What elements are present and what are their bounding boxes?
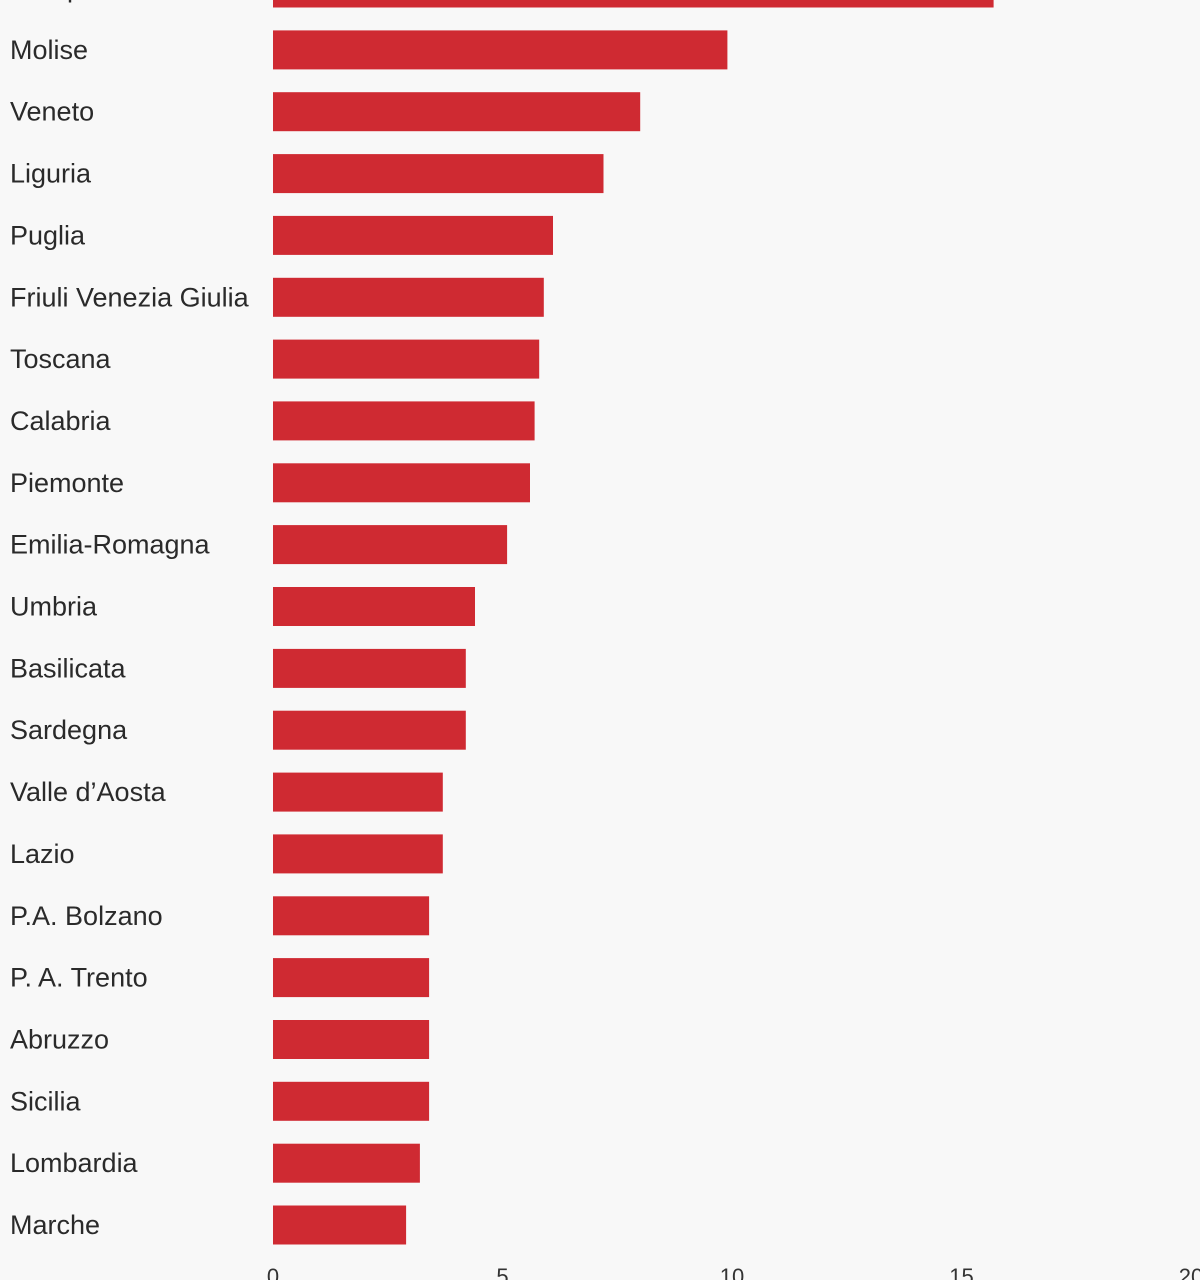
category-label-lazio: Lazio: [10, 839, 75, 869]
bar-lazio: [273, 834, 443, 874]
bar-umbria: [273, 587, 475, 626]
bar-sicilia: [273, 1081, 430, 1121]
x-tick-label-0: 0: [267, 1264, 279, 1280]
category-label-marche: Marche: [10, 1210, 100, 1240]
bar-toscana: [273, 339, 540, 379]
bar-p-a-trento: [273, 958, 430, 998]
x-tick-label-15: 15: [949, 1264, 973, 1280]
bars-layer: [273, 0, 994, 1245]
bar-basilicata: [273, 648, 466, 688]
category-label-molise: Molise: [10, 35, 88, 65]
x-axis-ticks: 0 5 10 15 20: [267, 1264, 1200, 1280]
category-label-lombardia: Lombardia: [10, 1148, 139, 1178]
category-label-liguria: Liguria: [10, 159, 92, 189]
bar-abruzzo: [273, 1020, 430, 1059]
bar-liguria: [273, 154, 604, 194]
category-labels: Campania Molise Veneto Liguria Puglia Friuli …: [10, 0, 250, 1240]
bar-piemonte: [273, 463, 530, 503]
x-tick-label-20: 20: [1179, 1264, 1200, 1280]
category-label-abruzzo: Abruzzo: [10, 1025, 109, 1055]
bar-calabria: [273, 401, 535, 441]
bar-marche: [273, 1205, 407, 1245]
category-label-veneto: Veneto: [10, 97, 94, 127]
category-label-p-a-trento: P. A. Trento: [10, 963, 148, 993]
category-label-friuli-venezia-giulia: Friuli Venezia Giulia: [10, 282, 250, 312]
category-label-sardegna: Sardegna: [10, 715, 128, 745]
category-label-toscana: Toscana: [10, 344, 112, 374]
bar-valle-d-aosta: [273, 772, 443, 812]
category-label-emilia-romagna: Emilia-Romagna: [10, 530, 211, 560]
bar-molise: [273, 30, 728, 70]
x-tick-label-10: 10: [720, 1264, 744, 1280]
category-label-valle-d-aosta: Valle d’Aosta: [10, 777, 167, 807]
category-label-calabria: Calabria: [10, 406, 112, 436]
x-tick-label-5: 5: [496, 1264, 508, 1280]
bar-veneto: [273, 92, 641, 132]
category-label-campania: Campania: [10, 0, 134, 3]
bar-campania: [273, 0, 994, 8]
bar-puglia: [273, 215, 553, 255]
bar-lombardia: [273, 1143, 420, 1183]
bar-p-a-bolzano: [273, 896, 430, 936]
bar-friuli-venezia-giulia: [273, 277, 544, 317]
bar-sardegna: [273, 710, 466, 750]
category-label-puglia: Puglia: [10, 220, 86, 250]
category-label-umbria: Umbria: [10, 592, 98, 622]
category-label-sicilia: Sicilia: [10, 1086, 82, 1116]
category-label-basilicata: Basilicata: [10, 653, 127, 683]
bar-emilia-romagna: [273, 525, 508, 565]
category-label-p-a-bolzano: P.A. Bolzano: [10, 901, 163, 931]
category-label-piemonte: Piemonte: [10, 468, 124, 498]
